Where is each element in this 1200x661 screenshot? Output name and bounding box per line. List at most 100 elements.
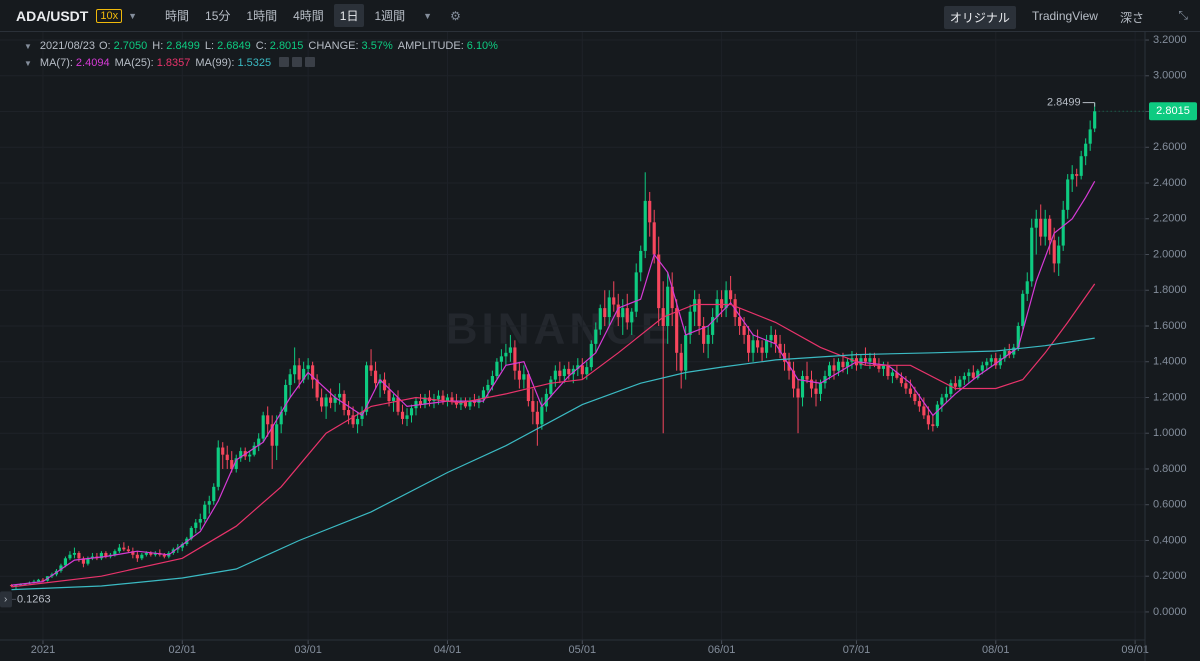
field-value: 2.6849 — [217, 40, 251, 52]
candle-body — [450, 397, 454, 402]
candle-body — [872, 358, 877, 366]
y-tick-label: 2.0000 — [1153, 248, 1187, 260]
candle-body — [526, 374, 530, 402]
field-value: 2.8015 — [269, 40, 304, 52]
candle-body — [513, 347, 517, 371]
candle-body — [486, 384, 490, 391]
candle-body — [931, 424, 935, 427]
candle-body — [279, 411, 283, 425]
view-button[interactable]: 深さ — [1119, 11, 1144, 25]
candle-body — [77, 552, 81, 559]
candle-body — [369, 365, 373, 371]
y-tick-label: 0.0000 — [1153, 606, 1187, 618]
candle-body — [1039, 218, 1043, 237]
candle-body — [926, 415, 930, 425]
candle-body — [967, 372, 971, 377]
candle-body — [499, 356, 503, 362]
candle-body — [387, 390, 391, 402]
candle-body — [149, 552, 153, 555]
y-tick-label: 0.2000 — [1153, 570, 1187, 582]
toggle[interactable]: ▼ — [24, 42, 32, 51]
candle-body — [293, 365, 297, 375]
candle-body — [998, 358, 1002, 366]
candle-body — [347, 409, 351, 416]
candle-body — [976, 370, 980, 378]
interval-button[interactable]: 15分 — [205, 9, 231, 23]
candle-body — [729, 290, 733, 300]
candle-body — [684, 334, 688, 371]
y-tick-label: 1.6000 — [1153, 320, 1187, 332]
x-tick-label: 07/01 — [843, 644, 871, 656]
candle-body — [252, 445, 256, 455]
candle-body — [113, 551, 117, 555]
candle-body — [944, 393, 948, 398]
candle-body — [1084, 143, 1088, 157]
y-tick-label: 3.2000 — [1153, 34, 1187, 46]
candle-body — [1034, 218, 1038, 228]
candle-body — [800, 376, 805, 398]
candle-body — [356, 418, 360, 425]
candle-body — [391, 397, 396, 402]
candle-body — [275, 424, 279, 446]
interval-button[interactable]: 1時間 — [246, 9, 278, 23]
interval-button[interactable]: 1日 — [333, 4, 365, 27]
candle-body — [1088, 129, 1092, 144]
candle-body — [1079, 156, 1083, 176]
y-tick-label: 1.8000 — [1153, 284, 1187, 296]
candle-body — [773, 334, 778, 344]
x-tick-label: 05/01 — [569, 644, 597, 656]
close-icon[interactable] — [305, 57, 316, 67]
interval-button[interactable]: 1週間 — [374, 9, 406, 23]
candle-body — [899, 377, 903, 384]
x-tick-label: 2021 — [31, 644, 55, 656]
candle-body — [230, 460, 234, 469]
y-tick-label: 0.6000 — [1153, 499, 1187, 511]
info-panel: ▼ 2021/08/23 O: 2.7050 H: 2.8499 L: 2.6849 C: 2.8… — [24, 38, 503, 72]
candle-body — [612, 297, 616, 305]
view-button[interactable]: オリジナル — [943, 6, 1016, 29]
candle-body — [827, 365, 832, 377]
candle-body — [940, 397, 944, 405]
collapse-icon[interactable]: ⤡ — [1178, 8, 1188, 22]
candle-body — [540, 406, 544, 425]
candle-body — [297, 365, 301, 380]
ma-row: ▼ MA(7): 2.4094 MA(25): 1.8357 MA(99): 1.5325 — [24, 55, 503, 72]
candle-body — [463, 401, 468, 407]
ma-label: MA(7): — [39, 57, 73, 69]
candle-body — [603, 308, 607, 318]
candle-body — [409, 408, 414, 416]
toggle[interactable]: ▼ — [24, 59, 32, 68]
leverage[interactable]: 10x — [96, 8, 123, 23]
symbol[interactable]: ADA/USDT — [16, 7, 89, 24]
candle-body — [639, 250, 643, 273]
candle-body — [495, 361, 499, 377]
settings-icon[interactable]: ⚙ — [450, 8, 461, 23]
candle-body — [306, 365, 310, 369]
view-button[interactable]: TradingView — [1031, 9, 1098, 23]
candle-body — [1043, 218, 1047, 237]
y-tick-label: 3.0000 — [1153, 70, 1187, 82]
candle-body — [405, 415, 409, 419]
candle-body — [490, 376, 494, 385]
settings-icon[interactable] — [292, 57, 303, 67]
interval-button[interactable]: 時間 — [165, 9, 190, 23]
candle-body — [711, 317, 715, 335]
candle-body — [657, 254, 661, 309]
candle-body — [364, 365, 369, 412]
y-tick-label: 0.4000 — [1153, 534, 1187, 546]
interval-button[interactable]: 4時間 — [293, 9, 324, 23]
candle-body — [697, 299, 701, 326]
candle-body — [922, 406, 926, 416]
candle-body — [423, 397, 427, 405]
candle-body — [338, 393, 342, 398]
caret[interactable]: ▼ — [128, 10, 138, 21]
x-tick-label: 06/01 — [708, 644, 736, 656]
candle-body — [270, 424, 274, 446]
candle-body — [760, 347, 764, 353]
eye-icon[interactable] — [279, 57, 290, 67]
candle-body — [14, 585, 18, 587]
candle-body — [162, 554, 166, 557]
more-intervals[interactable]: ▼ — [423, 10, 433, 21]
field-value: 3.57% — [361, 40, 393, 52]
candle-body — [796, 388, 800, 398]
